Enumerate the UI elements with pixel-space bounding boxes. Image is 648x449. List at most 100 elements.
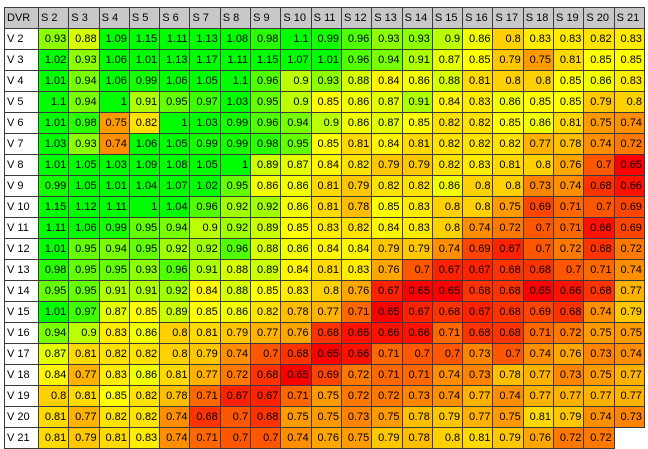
table-cell: 0.92 [250, 196, 282, 218]
table-cell: 0.85 [250, 280, 282, 302]
row-header: V 12 [4, 238, 39, 260]
table-cell: 0.8 [462, 196, 494, 218]
table-cell: 0.68 [189, 406, 221, 428]
table-cell: 0.75 [98, 112, 130, 134]
table-cell: 0.85 [310, 91, 342, 113]
table-cell: 1 [128, 196, 161, 218]
table-cell: 0.7 [219, 406, 252, 428]
table-cell: 0.84 [310, 154, 342, 176]
table-cell: 0.7 [250, 343, 282, 365]
table-cell: 0.95 [159, 91, 191, 113]
table-cell: 1.02 [37, 49, 70, 71]
column-header: S 6 [159, 7, 191, 29]
table-cell: 0.83 [553, 28, 585, 50]
table-cell: 0.67 [431, 259, 464, 281]
table-cell: 0.65 [613, 154, 645, 176]
table-cell: 0.85 [553, 91, 585, 113]
table-cell: 0.81 [522, 406, 555, 428]
table-cell: 1.11 [159, 28, 191, 50]
table-cell: 0.84 [371, 217, 403, 239]
table-cell: 0.67 [250, 385, 282, 407]
table-cell: 0.94 [280, 112, 312, 134]
table-cell: 1.01 [37, 70, 70, 92]
table-row: V 11 1.11 1.06 0.99 0.95 0.94 0.9 0.92 0.89 0.85 0… [4, 217, 645, 239]
table-cell: 0.71 [522, 322, 555, 344]
table-cell: 0.76 [340, 280, 373, 302]
table-cell: 0.81 [68, 385, 100, 407]
table-cell: 0.84 [371, 70, 403, 92]
table-cell: 0.82 [98, 343, 130, 365]
row-header: V 21 [4, 427, 39, 449]
table-cell: 1.01 [37, 301, 70, 323]
table-cell: 0.66 [340, 322, 373, 344]
table-cell: 0.7 [522, 217, 555, 239]
column-header: S 16 [462, 7, 494, 29]
table-cell: 0.82 [492, 133, 524, 155]
table-cell: 0.85 [371, 196, 403, 218]
table-cell: 0.81 [68, 343, 100, 365]
table-cell: 0.98 [68, 112, 100, 134]
table-cell: 0.88 [431, 70, 464, 92]
table-cell: 0.78 [492, 364, 524, 386]
table-cell: 0.94 [98, 238, 130, 260]
table-cell: 0.82 [462, 133, 494, 155]
table-cell: 0.83 [128, 427, 161, 449]
table-cell: 0.71 [280, 385, 312, 407]
table-cell: 0.86 [401, 70, 433, 92]
table-cell: 0.75 [492, 406, 524, 428]
table-cell: 0.68 [310, 322, 342, 344]
table-cell: 0.82 [340, 154, 373, 176]
table-cell: 0.85 [98, 385, 130, 407]
table-cell: 0.92 [219, 217, 252, 239]
table-cell: 0.79 [371, 427, 403, 449]
table-cell: 0.93 [37, 28, 70, 50]
table-cell: 0.95 [128, 238, 161, 260]
table-cell: 0.84 [371, 133, 403, 155]
table-cell: 0.76 [371, 259, 403, 281]
table-cell: 1.01 [128, 49, 161, 71]
table-cell: 1.13 [159, 49, 191, 71]
table-cell: 0.86 [280, 196, 312, 218]
table-cell: 0.77 [613, 280, 645, 302]
table-cell: 0.84 [340, 238, 373, 260]
row-header: V 14 [4, 280, 39, 302]
table-cell: 0.77 [613, 385, 645, 407]
table-cell: 0.81 [310, 259, 342, 281]
table-cell: 0.98 [250, 133, 282, 155]
table-cell: 0.68 [492, 259, 524, 281]
row-header: V 4 [4, 70, 39, 92]
table-cell: 1 [98, 91, 130, 113]
table-cell: 0.84 [310, 238, 342, 260]
table-row: V 7 1.03 0.93 0.74 1.06 1.05 0.99 0.99 0.98 0.95 0… [4, 133, 645, 155]
table-cell: 0.72 [553, 322, 585, 344]
table-cell: 0.79 [613, 301, 645, 323]
table-cell: 0.87 [431, 49, 464, 71]
table-cell: 0.83 [98, 364, 130, 386]
table-cell: 0.83 [98, 322, 130, 344]
table-cell: 0.67 [401, 301, 433, 323]
table-cell: 1.15 [250, 49, 282, 71]
table-cell: 0.7 [522, 238, 555, 260]
table-cell: 1.08 [219, 28, 252, 50]
table-cell: 0.79 [401, 238, 433, 260]
column-header: S 12 [340, 7, 373, 29]
table-cell: 0.86 [583, 70, 615, 92]
table-cell: 0.82 [128, 385, 161, 407]
table-cell: 0.74 [98, 133, 130, 155]
table-cell: 0.66 [583, 217, 615, 239]
table-cell: 0.82 [401, 175, 433, 197]
table-cell: 0.71 [371, 343, 403, 365]
table-cell: 0.73 [401, 385, 433, 407]
table-cell: 0.67 [492, 238, 524, 260]
table-cell: 1.05 [159, 133, 191, 155]
table-cell: 0.99 [310, 28, 342, 50]
table-cell: 0.77 [250, 322, 282, 344]
table-cell: 0.82 [462, 112, 494, 134]
table-cell: 0.71 [340, 301, 373, 323]
table-cell: 0.66 [340, 343, 373, 365]
table-cell: 0.77 [522, 385, 555, 407]
table-cell: 0.83 [462, 91, 494, 113]
table-cell: 0.75 [310, 406, 342, 428]
table-cell: 0.74 [431, 364, 464, 386]
table-cell: 0.99 [189, 133, 221, 155]
